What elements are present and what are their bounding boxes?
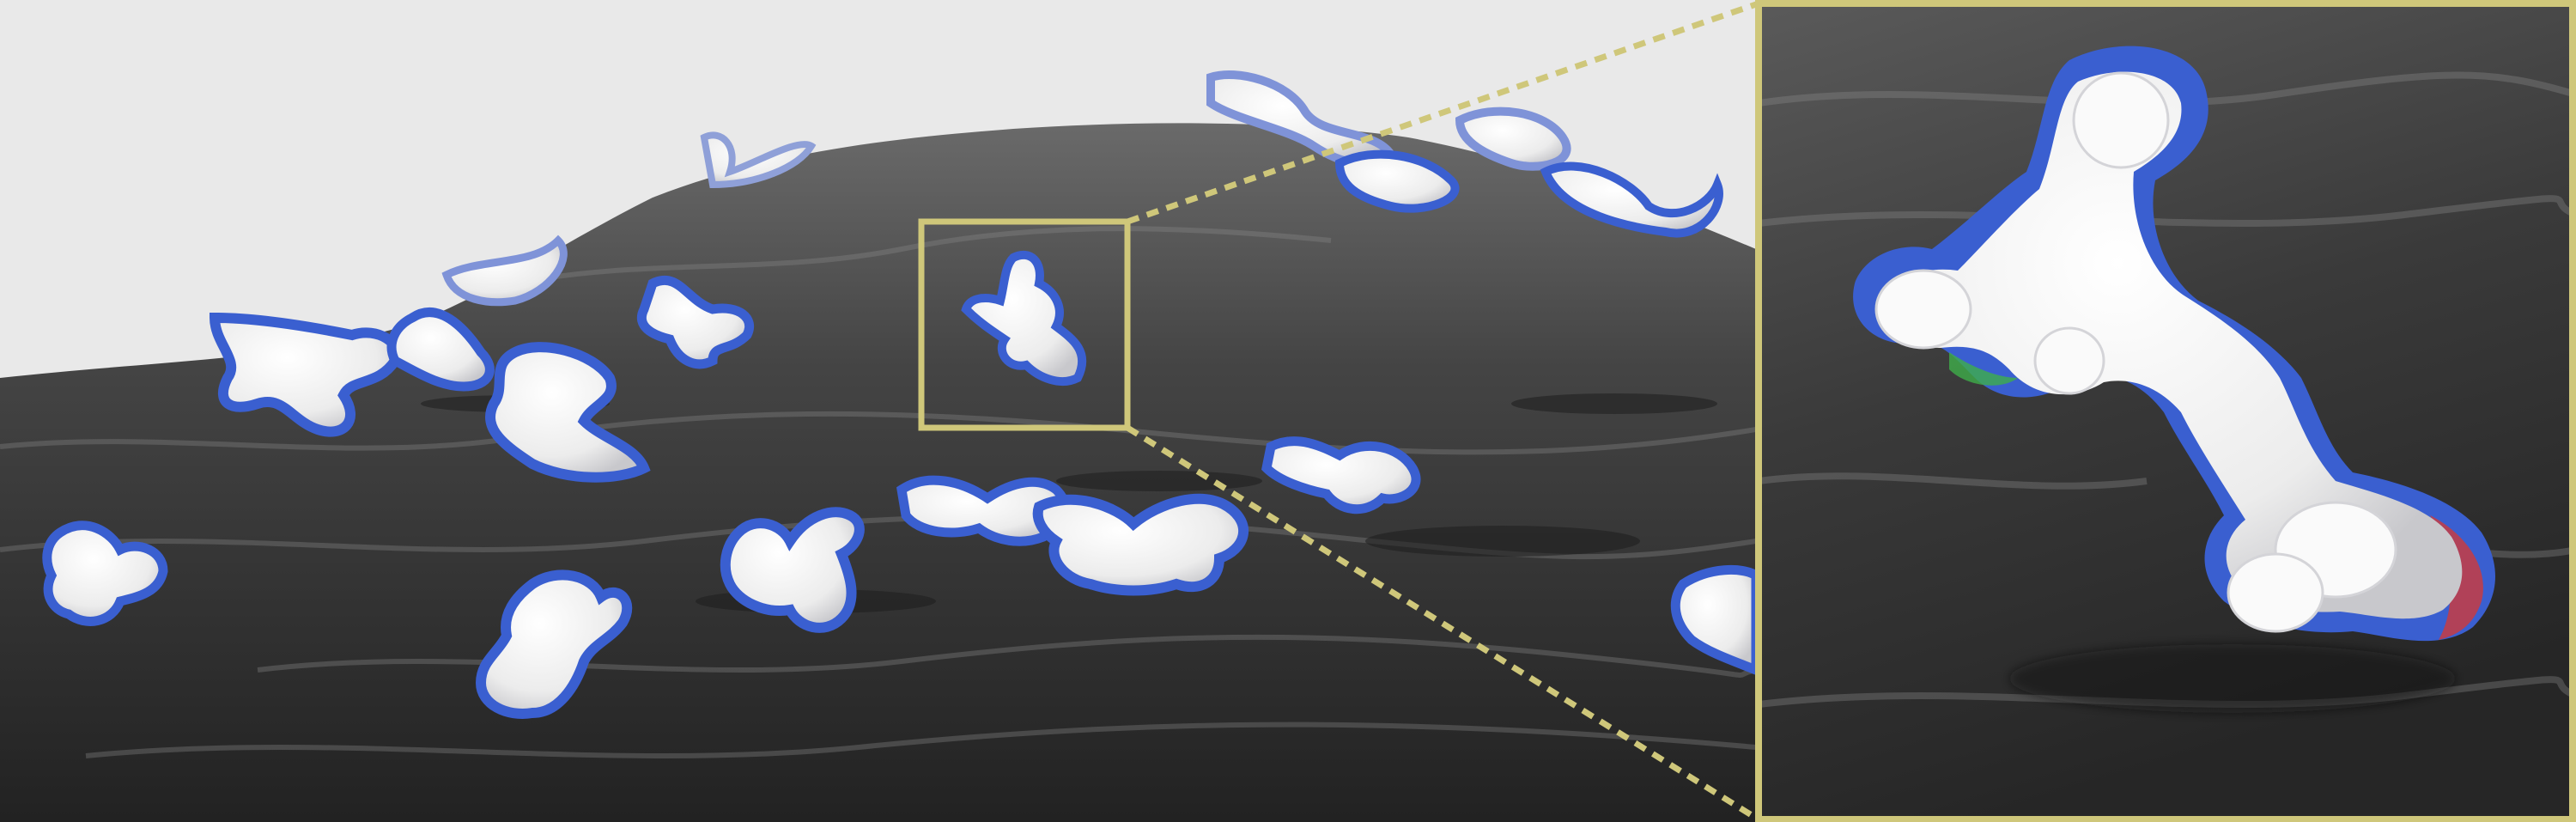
blob xyxy=(386,307,495,392)
zoom-blob-lobes xyxy=(1874,71,2397,633)
blob xyxy=(1032,493,1249,596)
blob xyxy=(720,507,865,633)
zoom-blob-green-rim xyxy=(1949,352,2018,386)
blob xyxy=(1540,161,1723,238)
blob-partial xyxy=(1670,564,1756,675)
zoom-blob-body xyxy=(1888,71,2463,619)
blob-selected xyxy=(961,250,1087,386)
blob xyxy=(1261,436,1421,515)
blob xyxy=(42,521,168,626)
zoom-leader-lines xyxy=(1126,0,1760,822)
zoom-panel xyxy=(1759,3,2573,819)
terrain-surface xyxy=(0,123,1756,822)
blob xyxy=(485,342,651,483)
blob xyxy=(441,234,568,307)
overview-panel xyxy=(0,70,1756,822)
zoom-frame xyxy=(1755,0,2576,822)
blob xyxy=(636,275,754,369)
blob xyxy=(209,312,402,437)
blob xyxy=(1455,107,1571,171)
blob xyxy=(475,569,633,719)
zoom-blob xyxy=(1853,46,2496,642)
blob xyxy=(1334,149,1460,213)
zoom-selection-box xyxy=(918,218,1131,431)
blob-shadow xyxy=(2009,644,2456,713)
particle-cluster xyxy=(42,70,1756,719)
blob xyxy=(700,131,817,189)
